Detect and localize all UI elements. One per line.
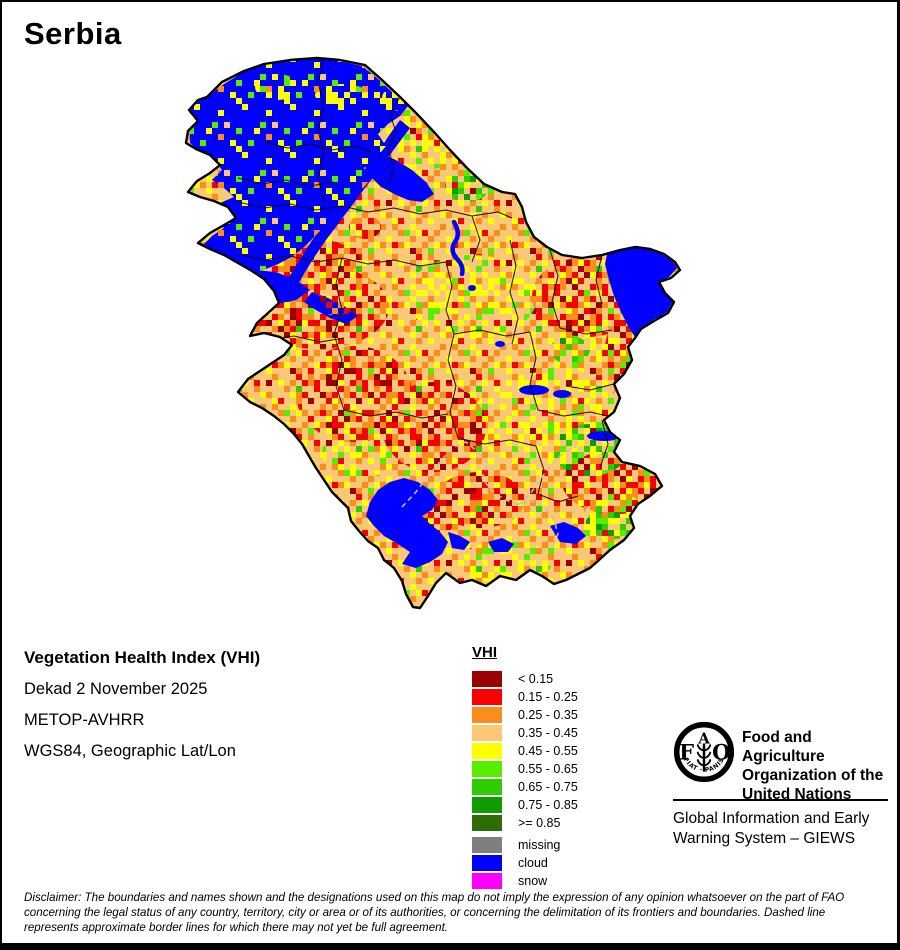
legend-swatch	[472, 815, 502, 831]
dekad-label: Dekad 2 November 2025	[24, 680, 208, 698]
legend-swatch	[472, 873, 502, 889]
page-title: Serbia	[24, 16, 122, 51]
legend-label: >= 0.85	[518, 816, 561, 830]
legend-label: missing	[518, 838, 561, 852]
legend-swatch	[472, 855, 502, 871]
legend-swatch	[472, 837, 502, 853]
legend-label: 0.35 - 0.45	[518, 726, 578, 740]
fao-letter-f: F	[679, 739, 694, 764]
map-info-block: Vegetation Health Index (VHI) Dekad 2 No…	[24, 648, 260, 772]
legend-label: cloud	[518, 856, 548, 870]
legend-label: < 0.15	[518, 672, 554, 686]
legend-label: snow	[518, 874, 548, 888]
legend-swatch	[472, 797, 502, 813]
legend: VHI < 0.15 0.15 - 0.25 0.25 - 0.35 0.35 …	[472, 644, 578, 890]
serbia-vhi-map	[184, 56, 682, 610]
fao-block: F A O FIAT · PANIS Food and Agriculture …	[673, 721, 889, 847]
legend-label: 0.15 - 0.25	[518, 690, 578, 704]
legend-row: 0.45 - 0.55	[472, 742, 578, 760]
legend-label: 0.55 - 0.65	[518, 762, 578, 776]
legend-label: 0.65 - 0.75	[518, 780, 578, 794]
kosovo-dashed-boundary	[401, 441, 577, 549]
legend-row: 0.35 - 0.45	[472, 724, 578, 742]
legend-swatch	[472, 743, 502, 759]
legend-row: missing	[472, 836, 578, 854]
giews-label: Global Information and Early Warning Sys…	[673, 810, 870, 847]
wheat-ear-icon	[696, 743, 712, 772]
fao-letter-o: O	[712, 739, 730, 764]
water-features	[450, 219, 633, 441]
legend-swatch	[472, 707, 502, 723]
legend-swatch	[472, 779, 502, 795]
legend-row: < 0.15	[472, 670, 578, 688]
fao-logo-icon: F A O FIAT · PANIS	[673, 721, 735, 783]
sensor-label: METOP-AVHRR	[24, 711, 145, 729]
legend-swatch	[472, 689, 502, 705]
district-boundaries	[237, 58, 617, 503]
legend-row: snow	[472, 872, 578, 890]
legend-row: cloud	[472, 854, 578, 872]
legend-row: 0.15 - 0.25	[472, 688, 578, 706]
legend-row: 0.55 - 0.65	[472, 760, 578, 778]
legend-row: 0.25 - 0.35	[472, 706, 578, 724]
legend-row: 0.75 - 0.85	[472, 796, 578, 814]
legend-swatch	[472, 761, 502, 777]
fao-letter-a: A	[697, 729, 710, 747]
legend-label: 0.25 - 0.35	[518, 708, 578, 722]
fao-name: Food and Agriculture Organization of the…	[742, 729, 884, 803]
product-name: Vegetation Health Index (VHI)	[24, 648, 261, 667]
disclaimer-text: Disclaimer: The boundaries and names sho…	[24, 891, 845, 934]
legend-label: 0.45 - 0.55	[518, 744, 578, 758]
legend-row: >= 0.85	[472, 814, 578, 832]
legend-swatch	[472, 725, 502, 741]
legend-swatch	[472, 671, 502, 687]
legend-label: 0.75 - 0.85	[518, 798, 578, 812]
fao-divider	[673, 799, 888, 801]
legend-title: VHI	[472, 644, 498, 661]
projection-label: WGS84, Geographic Lat/Lon	[24, 742, 236, 760]
cloud-clear-patches	[190, 59, 422, 316]
legend-row: 0.65 - 0.75	[472, 778, 578, 796]
